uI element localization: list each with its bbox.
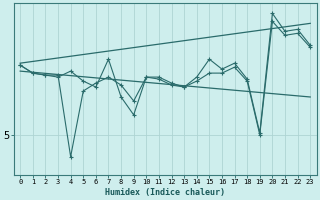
X-axis label: Humidex (Indice chaleur): Humidex (Indice chaleur) bbox=[105, 188, 225, 197]
